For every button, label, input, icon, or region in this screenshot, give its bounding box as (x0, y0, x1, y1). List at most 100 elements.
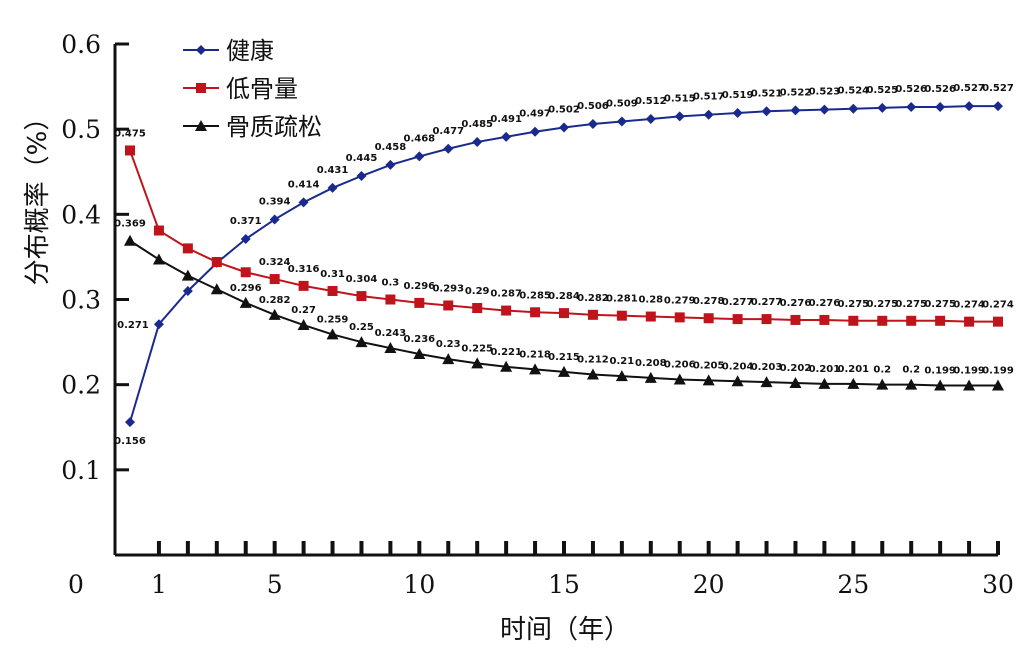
data-point (935, 315, 946, 326)
data-point (673, 373, 686, 385)
data-label: 0.277 (722, 297, 754, 308)
data-point (993, 101, 1003, 112)
legend-label: 低骨量 (226, 75, 298, 103)
data-point (559, 308, 569, 319)
data-label: 0.523 (809, 87, 841, 98)
x-tick-label: 10 (403, 570, 435, 599)
data-point (674, 111, 685, 122)
data-point (790, 314, 801, 325)
data-label: 0.477 (432, 126, 464, 137)
data-point (760, 376, 773, 388)
data-label: 0.2 (902, 365, 920, 376)
data-point (732, 314, 743, 325)
data-point (356, 291, 367, 302)
data-point (819, 314, 830, 325)
data-point (616, 310, 627, 321)
data-label: 0.275 (924, 299, 956, 310)
data-point (240, 234, 251, 245)
data-label: 0.199 (982, 366, 1014, 377)
y-tick-label: 0.1 (61, 456, 101, 485)
data-label: 0.491 (490, 114, 522, 125)
data-point (964, 316, 975, 327)
data-point (443, 143, 454, 154)
data-label: 0.524 (838, 86, 870, 97)
legend-item: 骨质疏松 (183, 113, 322, 141)
series-layer: 0.156 0.271 0.371 0.394 0.414 0.4310.4450.458… (114, 83, 1014, 447)
data-point (848, 315, 859, 326)
data-point (385, 294, 396, 305)
x-tick-label: 30 (982, 570, 1014, 599)
data-label: 0.2 (873, 365, 891, 376)
data-label: 0.206 (664, 360, 696, 371)
data-label: 0.485 (461, 119, 493, 130)
data-label: 0.274 (982, 300, 1014, 311)
data-label: 0.369 (114, 219, 146, 230)
data-point (211, 257, 222, 268)
data-label: 0.506 (577, 101, 609, 112)
data-label: 0.521 (751, 88, 783, 99)
data-point (327, 285, 338, 296)
data-label: 0.296 (230, 283, 262, 294)
y-tick-label: 0.3 (61, 286, 101, 315)
data-label: 0.502 (548, 104, 580, 115)
data-label: 0.203 (751, 362, 783, 373)
data-label: 0.281 (606, 294, 638, 305)
data-point (559, 122, 569, 133)
data-label: 0.199 (953, 366, 985, 377)
data-label: 0.212 (577, 354, 609, 365)
data-point (674, 312, 685, 323)
data-label: 0.525 (866, 85, 898, 96)
data-point (501, 131, 512, 142)
data-point (906, 315, 917, 326)
data-point (703, 109, 714, 120)
data-label: 0.296 (404, 281, 436, 292)
data-point (877, 102, 888, 113)
data-point (182, 285, 193, 296)
data-point (732, 107, 743, 118)
data-label: 0.215 (548, 352, 580, 363)
data-point (326, 328, 339, 340)
data-point (905, 378, 918, 390)
data-point (298, 280, 309, 291)
data-label: 0.278 (693, 296, 725, 307)
data-point (501, 305, 512, 316)
data-label: 0.512 (635, 96, 667, 107)
data-point (414, 297, 425, 308)
data-label: 0.414 (288, 179, 320, 190)
data-point (153, 319, 164, 330)
axes: 0.10.20.30.40.50.60 1 5 10 15 20 25 30 (61, 30, 1014, 599)
data-point (356, 171, 367, 182)
data-label: 0.517 (693, 92, 725, 103)
data-point (297, 319, 310, 331)
y-axis-title: 分布概率（%） (23, 105, 53, 286)
x-tick-label: 25 (837, 570, 869, 599)
data-label: 0.304 (346, 274, 378, 285)
data-label: 0.276 (780, 298, 812, 309)
data-point (472, 136, 483, 147)
y-tick-label: 0.4 (61, 200, 101, 229)
data-point (472, 303, 483, 314)
data-point (153, 225, 164, 236)
data-label: 0.284 (548, 291, 580, 302)
data-point (818, 377, 831, 389)
data-point (355, 336, 368, 348)
data-label: 0.522 (780, 87, 812, 98)
data-point (790, 105, 801, 116)
data-point (616, 116, 627, 127)
data-label: 0.526 (924, 84, 956, 95)
data-point (385, 159, 396, 170)
legend-marker (196, 83, 206, 93)
data-point (124, 234, 136, 246)
data-label: 0.276 (809, 298, 841, 309)
data-label: 0.27 (291, 305, 316, 316)
data-label: 0.205 (693, 360, 725, 371)
data-label: 0.527 (953, 83, 985, 94)
data-point (934, 379, 947, 391)
data-point (789, 376, 802, 388)
data-label: 0.199 (924, 366, 956, 377)
data-label: 0.21 (610, 356, 635, 367)
data-point (761, 314, 772, 325)
